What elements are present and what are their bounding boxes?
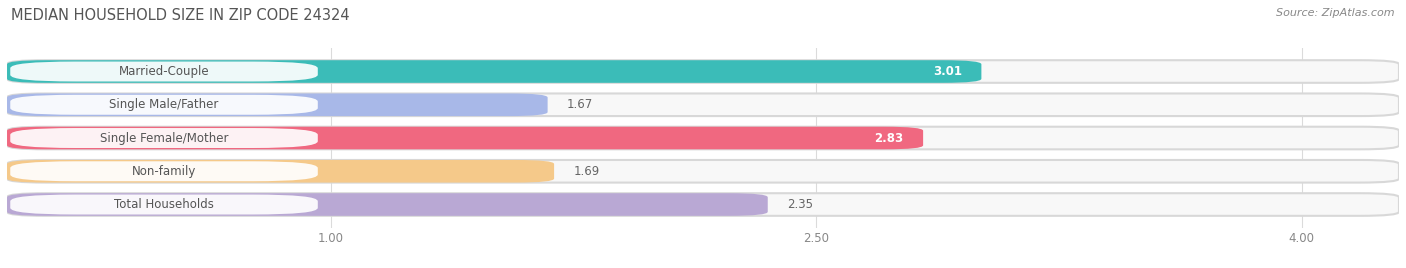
FancyBboxPatch shape: [10, 195, 318, 214]
FancyBboxPatch shape: [7, 193, 1399, 216]
Text: Total Households: Total Households: [114, 198, 214, 211]
FancyBboxPatch shape: [10, 62, 318, 81]
Text: Single Female/Mother: Single Female/Mother: [100, 132, 228, 144]
FancyBboxPatch shape: [10, 128, 318, 148]
Text: 1.69: 1.69: [574, 165, 600, 178]
FancyBboxPatch shape: [7, 94, 1399, 116]
FancyBboxPatch shape: [7, 160, 1399, 183]
Text: 3.01: 3.01: [934, 65, 962, 78]
FancyBboxPatch shape: [10, 95, 318, 115]
Text: Source: ZipAtlas.com: Source: ZipAtlas.com: [1277, 8, 1395, 18]
FancyBboxPatch shape: [7, 60, 981, 83]
Text: Non-family: Non-family: [132, 165, 197, 178]
FancyBboxPatch shape: [7, 127, 1399, 149]
Text: Married-Couple: Married-Couple: [118, 65, 209, 78]
FancyBboxPatch shape: [10, 161, 318, 181]
FancyBboxPatch shape: [7, 94, 547, 116]
FancyBboxPatch shape: [7, 127, 924, 149]
Text: 1.67: 1.67: [567, 98, 593, 111]
Text: Single Male/Father: Single Male/Father: [110, 98, 219, 111]
FancyBboxPatch shape: [7, 160, 554, 183]
FancyBboxPatch shape: [7, 193, 768, 216]
Text: 2.83: 2.83: [875, 132, 904, 144]
FancyBboxPatch shape: [7, 60, 1399, 83]
Text: MEDIAN HOUSEHOLD SIZE IN ZIP CODE 24324: MEDIAN HOUSEHOLD SIZE IN ZIP CODE 24324: [11, 8, 350, 23]
Text: 2.35: 2.35: [787, 198, 813, 211]
